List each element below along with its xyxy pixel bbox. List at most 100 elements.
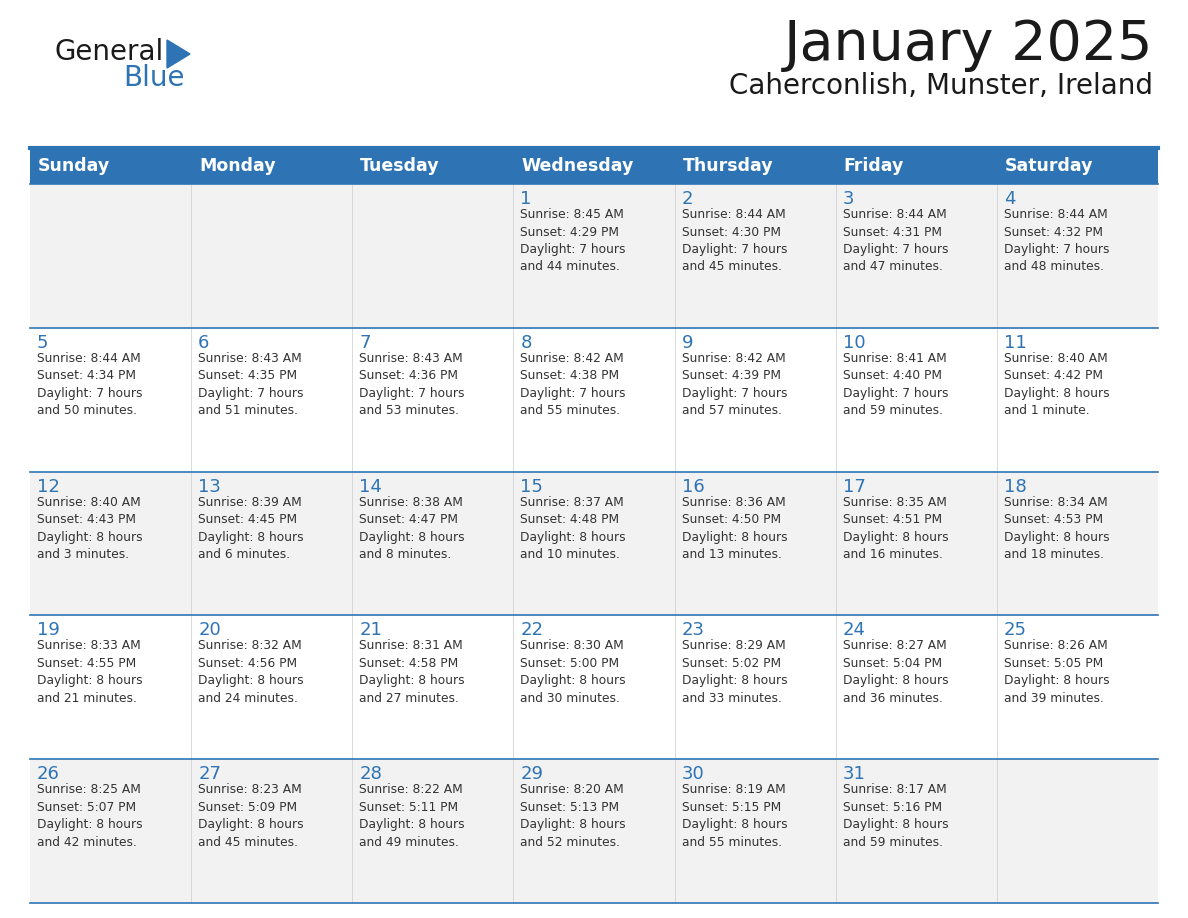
Bar — [30, 472, 191, 615]
Text: 4: 4 — [1004, 190, 1016, 208]
Text: 24: 24 — [842, 621, 866, 640]
Text: 13: 13 — [198, 477, 221, 496]
Bar — [513, 759, 675, 903]
Bar — [835, 184, 997, 328]
Bar — [835, 472, 997, 615]
Text: Tuesday: Tuesday — [360, 157, 440, 175]
Text: Sunrise: 8:38 AM
Sunset: 4:47 PM
Daylight: 8 hours
and 8 minutes.: Sunrise: 8:38 AM Sunset: 4:47 PM Dayligh… — [359, 496, 465, 561]
Text: Sunrise: 8:44 AM
Sunset: 4:32 PM
Daylight: 7 hours
and 48 minutes.: Sunrise: 8:44 AM Sunset: 4:32 PM Dayligh… — [1004, 208, 1110, 274]
Bar — [353, 472, 513, 615]
Text: 28: 28 — [359, 766, 383, 783]
Text: Sunrise: 8:42 AM
Sunset: 4:38 PM
Daylight: 7 hours
and 55 minutes.: Sunrise: 8:42 AM Sunset: 4:38 PM Dayligh… — [520, 352, 626, 418]
Text: Sunrise: 8:37 AM
Sunset: 4:48 PM
Daylight: 8 hours
and 10 minutes.: Sunrise: 8:37 AM Sunset: 4:48 PM Dayligh… — [520, 496, 626, 561]
Text: 8: 8 — [520, 334, 532, 352]
Bar — [675, 615, 835, 759]
Bar — [513, 472, 675, 615]
Text: Sunrise: 8:41 AM
Sunset: 4:40 PM
Daylight: 7 hours
and 59 minutes.: Sunrise: 8:41 AM Sunset: 4:40 PM Dayligh… — [842, 352, 948, 418]
Text: Sunrise: 8:33 AM
Sunset: 4:55 PM
Daylight: 8 hours
and 21 minutes.: Sunrise: 8:33 AM Sunset: 4:55 PM Dayligh… — [37, 640, 143, 705]
Text: 31: 31 — [842, 766, 866, 783]
Bar — [30, 148, 1158, 184]
Text: Sunrise: 8:20 AM
Sunset: 5:13 PM
Daylight: 8 hours
and 52 minutes.: Sunrise: 8:20 AM Sunset: 5:13 PM Dayligh… — [520, 783, 626, 849]
Text: 20: 20 — [198, 621, 221, 640]
Text: Caherconlish, Munster, Ireland: Caherconlish, Munster, Ireland — [729, 72, 1154, 100]
Text: 16: 16 — [682, 477, 704, 496]
Text: General: General — [55, 38, 164, 66]
Bar — [675, 184, 835, 328]
Text: January 2025: January 2025 — [784, 18, 1154, 72]
Text: Sunrise: 8:42 AM
Sunset: 4:39 PM
Daylight: 7 hours
and 57 minutes.: Sunrise: 8:42 AM Sunset: 4:39 PM Dayligh… — [682, 352, 788, 418]
Text: Sunrise: 8:45 AM
Sunset: 4:29 PM
Daylight: 7 hours
and 44 minutes.: Sunrise: 8:45 AM Sunset: 4:29 PM Dayligh… — [520, 208, 626, 274]
Text: 1: 1 — [520, 190, 532, 208]
Text: Sunrise: 8:44 AM
Sunset: 4:30 PM
Daylight: 7 hours
and 45 minutes.: Sunrise: 8:44 AM Sunset: 4:30 PM Dayligh… — [682, 208, 788, 274]
Text: 9: 9 — [682, 334, 693, 352]
Text: Sunrise: 8:34 AM
Sunset: 4:53 PM
Daylight: 8 hours
and 18 minutes.: Sunrise: 8:34 AM Sunset: 4:53 PM Dayligh… — [1004, 496, 1110, 561]
Text: 17: 17 — [842, 477, 866, 496]
Text: Sunrise: 8:29 AM
Sunset: 5:02 PM
Daylight: 8 hours
and 33 minutes.: Sunrise: 8:29 AM Sunset: 5:02 PM Dayligh… — [682, 640, 788, 705]
Bar — [353, 759, 513, 903]
Bar — [513, 615, 675, 759]
Text: Sunrise: 8:39 AM
Sunset: 4:45 PM
Daylight: 8 hours
and 6 minutes.: Sunrise: 8:39 AM Sunset: 4:45 PM Dayligh… — [198, 496, 304, 561]
Text: Sunrise: 8:40 AM
Sunset: 4:42 PM
Daylight: 8 hours
and 1 minute.: Sunrise: 8:40 AM Sunset: 4:42 PM Dayligh… — [1004, 352, 1110, 418]
Text: Sunrise: 8:44 AM
Sunset: 4:34 PM
Daylight: 7 hours
and 50 minutes.: Sunrise: 8:44 AM Sunset: 4:34 PM Dayligh… — [37, 352, 143, 418]
Bar — [675, 328, 835, 472]
Bar — [191, 759, 353, 903]
Bar — [835, 759, 997, 903]
Polygon shape — [168, 40, 190, 68]
Text: 29: 29 — [520, 766, 543, 783]
Text: Sunrise: 8:22 AM
Sunset: 5:11 PM
Daylight: 8 hours
and 49 minutes.: Sunrise: 8:22 AM Sunset: 5:11 PM Dayligh… — [359, 783, 465, 849]
Text: 14: 14 — [359, 477, 383, 496]
Text: 12: 12 — [37, 477, 59, 496]
Text: Wednesday: Wednesday — [522, 157, 634, 175]
Bar — [997, 472, 1158, 615]
Text: Sunrise: 8:35 AM
Sunset: 4:51 PM
Daylight: 8 hours
and 16 minutes.: Sunrise: 8:35 AM Sunset: 4:51 PM Dayligh… — [842, 496, 948, 561]
Text: 3: 3 — [842, 190, 854, 208]
Bar — [30, 184, 191, 328]
Text: Sunrise: 8:26 AM
Sunset: 5:05 PM
Daylight: 8 hours
and 39 minutes.: Sunrise: 8:26 AM Sunset: 5:05 PM Dayligh… — [1004, 640, 1110, 705]
Text: 19: 19 — [37, 621, 59, 640]
Text: 10: 10 — [842, 334, 865, 352]
Text: Sunrise: 8:36 AM
Sunset: 4:50 PM
Daylight: 8 hours
and 13 minutes.: Sunrise: 8:36 AM Sunset: 4:50 PM Dayligh… — [682, 496, 788, 561]
Text: Monday: Monday — [200, 157, 276, 175]
Text: Sunrise: 8:30 AM
Sunset: 5:00 PM
Daylight: 8 hours
and 30 minutes.: Sunrise: 8:30 AM Sunset: 5:00 PM Dayligh… — [520, 640, 626, 705]
Bar — [30, 615, 191, 759]
Text: 7: 7 — [359, 334, 371, 352]
Text: 6: 6 — [198, 334, 209, 352]
Bar — [30, 328, 191, 472]
Text: Sunrise: 8:43 AM
Sunset: 4:36 PM
Daylight: 7 hours
and 53 minutes.: Sunrise: 8:43 AM Sunset: 4:36 PM Dayligh… — [359, 352, 465, 418]
Text: Sunrise: 8:23 AM
Sunset: 5:09 PM
Daylight: 8 hours
and 45 minutes.: Sunrise: 8:23 AM Sunset: 5:09 PM Dayligh… — [198, 783, 304, 849]
Text: 15: 15 — [520, 477, 543, 496]
Text: Sunrise: 8:40 AM
Sunset: 4:43 PM
Daylight: 8 hours
and 3 minutes.: Sunrise: 8:40 AM Sunset: 4:43 PM Dayligh… — [37, 496, 143, 561]
Bar — [30, 759, 191, 903]
Text: 18: 18 — [1004, 477, 1026, 496]
Text: 26: 26 — [37, 766, 59, 783]
Bar — [835, 615, 997, 759]
Bar — [191, 615, 353, 759]
Text: Sunday: Sunday — [38, 157, 110, 175]
Text: 2: 2 — [682, 190, 693, 208]
Text: Sunrise: 8:32 AM
Sunset: 4:56 PM
Daylight: 8 hours
and 24 minutes.: Sunrise: 8:32 AM Sunset: 4:56 PM Dayligh… — [198, 640, 304, 705]
Text: 5: 5 — [37, 334, 49, 352]
Bar — [997, 184, 1158, 328]
Text: Sunrise: 8:43 AM
Sunset: 4:35 PM
Daylight: 7 hours
and 51 minutes.: Sunrise: 8:43 AM Sunset: 4:35 PM Dayligh… — [198, 352, 304, 418]
Text: 22: 22 — [520, 621, 543, 640]
Bar — [353, 184, 513, 328]
Text: Sunrise: 8:27 AM
Sunset: 5:04 PM
Daylight: 8 hours
and 36 minutes.: Sunrise: 8:27 AM Sunset: 5:04 PM Dayligh… — [842, 640, 948, 705]
Text: 11: 11 — [1004, 334, 1026, 352]
Text: Sunrise: 8:44 AM
Sunset: 4:31 PM
Daylight: 7 hours
and 47 minutes.: Sunrise: 8:44 AM Sunset: 4:31 PM Dayligh… — [842, 208, 948, 274]
Bar — [191, 184, 353, 328]
Bar — [513, 328, 675, 472]
Text: Blue: Blue — [124, 64, 184, 92]
Text: Sunrise: 8:17 AM
Sunset: 5:16 PM
Daylight: 8 hours
and 59 minutes.: Sunrise: 8:17 AM Sunset: 5:16 PM Dayligh… — [842, 783, 948, 849]
Bar — [513, 184, 675, 328]
Text: Sunrise: 8:31 AM
Sunset: 4:58 PM
Daylight: 8 hours
and 27 minutes.: Sunrise: 8:31 AM Sunset: 4:58 PM Dayligh… — [359, 640, 465, 705]
Text: 30: 30 — [682, 766, 704, 783]
Bar — [835, 328, 997, 472]
Bar — [675, 472, 835, 615]
Text: Friday: Friday — [843, 157, 904, 175]
Bar — [353, 328, 513, 472]
Text: Thursday: Thursday — [683, 157, 773, 175]
Bar — [997, 328, 1158, 472]
Bar — [191, 472, 353, 615]
Text: 23: 23 — [682, 621, 704, 640]
Text: 21: 21 — [359, 621, 383, 640]
